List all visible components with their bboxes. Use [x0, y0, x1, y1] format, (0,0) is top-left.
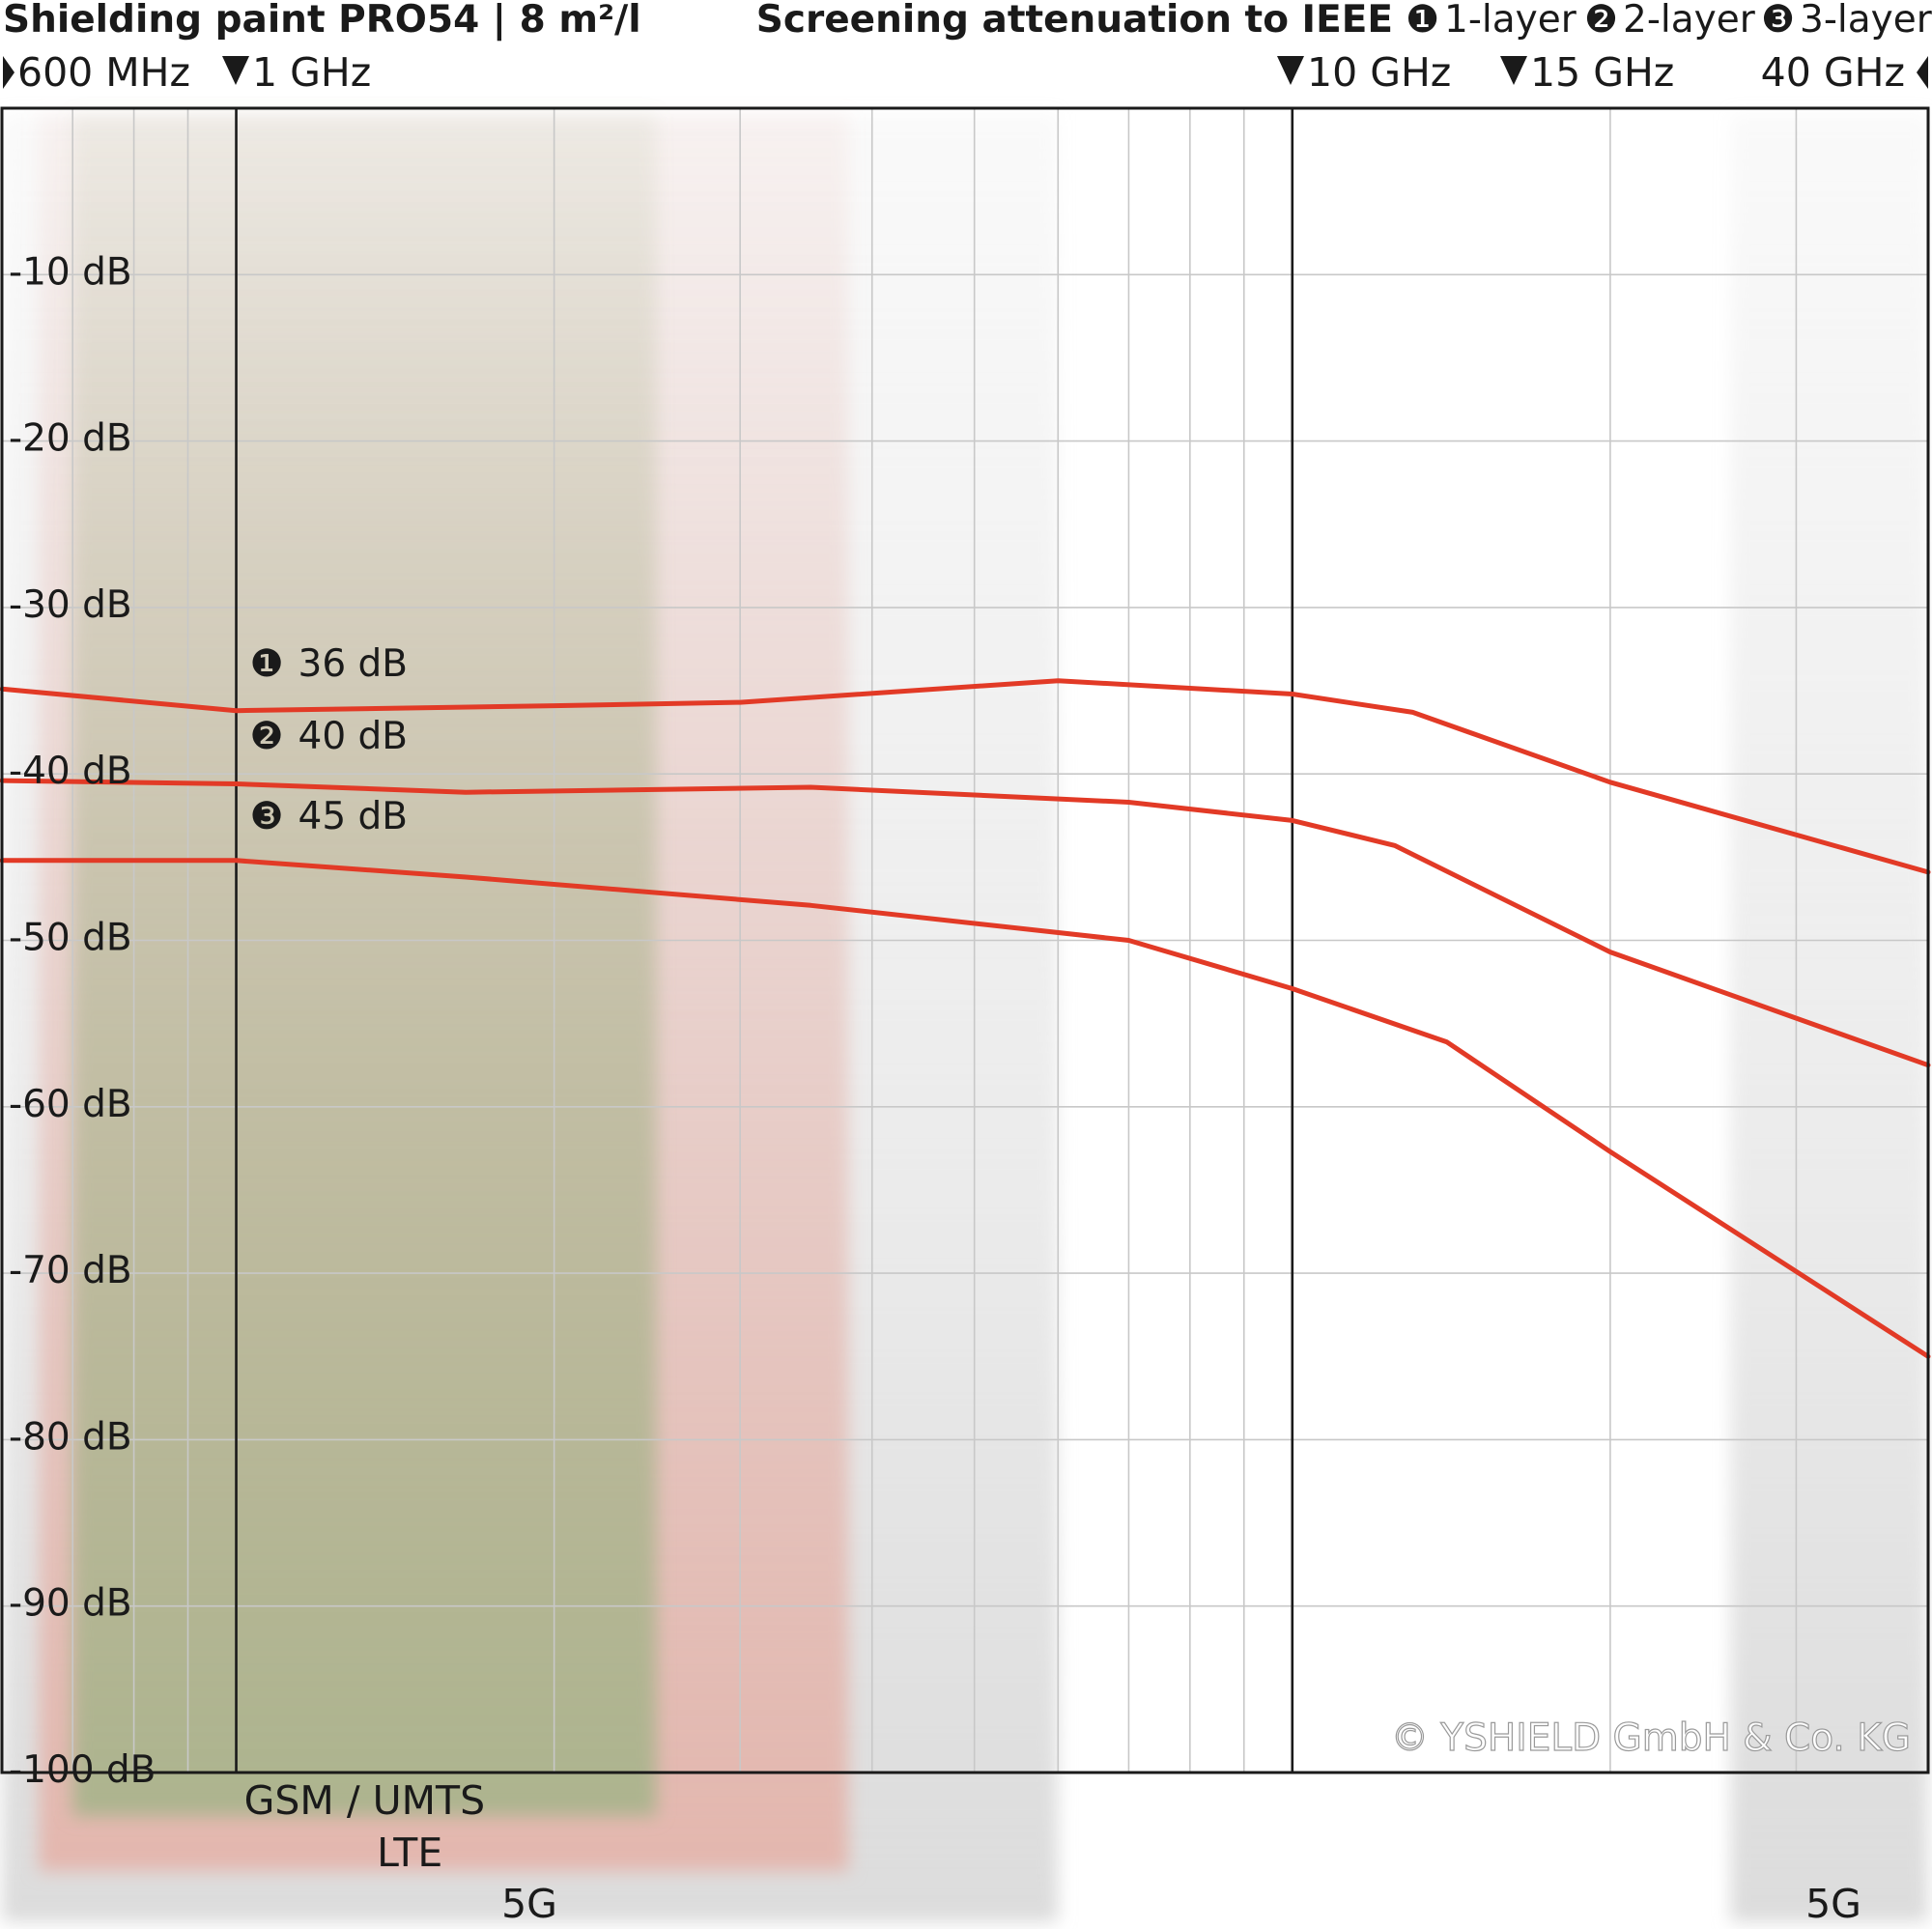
series: ❶ 36 dB ❷ 40 dB ❸ 45 dB [0, 642, 1931, 1359]
series-value-label-3: 45 dB [298, 795, 409, 838]
freq-label-40ghz: 40 GHz [1761, 49, 1905, 96]
band-label-2: 5G [501, 1881, 557, 1927]
marker-arrow-3 [1500, 56, 1527, 85]
y-tick-label: -40 dB [9, 750, 132, 793]
y-tick-label: -70 dB [9, 1249, 132, 1292]
y-tick-label: -100 dB [9, 1748, 156, 1792]
freq-label-3: 15 GHz [1530, 49, 1674, 96]
freq-label-600mhz: 600 MHz [17, 49, 190, 96]
y-tick-label: -90 dB [9, 1582, 132, 1626]
band-3 [1730, 114, 1928, 1922]
y-tick-label: -50 dB [9, 917, 132, 960]
copyright-watermark: © YSHIELD GmbH & Co. KG [1391, 1716, 1911, 1760]
grid [2, 108, 1928, 1773]
band-label-0: GSM / UMTS [244, 1777, 486, 1824]
series-line-1 [0, 678, 1931, 875]
freq-label-2: 10 GHz [1307, 49, 1451, 96]
band-label-3: 5G [1805, 1881, 1861, 1927]
freq-label-1: 1 GHz [252, 49, 371, 96]
y-tick-label: -20 dB [9, 417, 132, 461]
chart-title: Shielding paint PRO54 | 8 m²/l [3, 0, 641, 42]
legend-label-2: 2-layer [1623, 0, 1756, 42]
frequency-bands: GSM / UMTS LTE 5G 5G [2, 114, 1928, 1927]
plot-frame [0, 106, 1930, 1774]
band-label-1: LTE [377, 1830, 442, 1876]
series-marker-2: ❷ [250, 715, 284, 758]
labels: -10 dB -20 dB -30 dB -40 dB -50 dB -60 dB -70 … [3, 49, 1928, 1792]
y-tick-label: -30 dB [9, 583, 132, 627]
legend-marker-1: ❶ [1406, 0, 1439, 42]
series-value-label-2: 40 dB [298, 715, 409, 758]
series-marker-3: ❸ [250, 795, 284, 838]
marker-arrow-1 [222, 56, 249, 85]
series-line-3 [0, 858, 1931, 1359]
chart-subtitle: Screening attenuation to IEEE [756, 0, 1393, 42]
series-value-label-1: 36 dB [298, 642, 409, 686]
marker-arrow-600mhz [3, 56, 14, 89]
legend-label-1: 1-layer [1444, 0, 1577, 42]
legend-marker-3: ❸ [1761, 0, 1795, 42]
band-0 [72, 114, 657, 1816]
legend: ❶ 1-layer ❷ 2-layer ❸ 3-layer [1406, 0, 1932, 42]
marker-arrow-2 [1277, 56, 1304, 85]
series-line-2 [0, 778, 1931, 1068]
series-marker-1: ❶ [250, 642, 284, 686]
y-tick-label: -60 dB [9, 1083, 132, 1126]
y-tick-label: -80 dB [9, 1415, 132, 1459]
y-tick-label: -10 dB [9, 250, 132, 294]
legend-marker-2: ❷ [1584, 0, 1618, 42]
legend-label-3: 3-layer [1800, 0, 1932, 42]
marker-arrow-40ghz [1917, 56, 1928, 89]
